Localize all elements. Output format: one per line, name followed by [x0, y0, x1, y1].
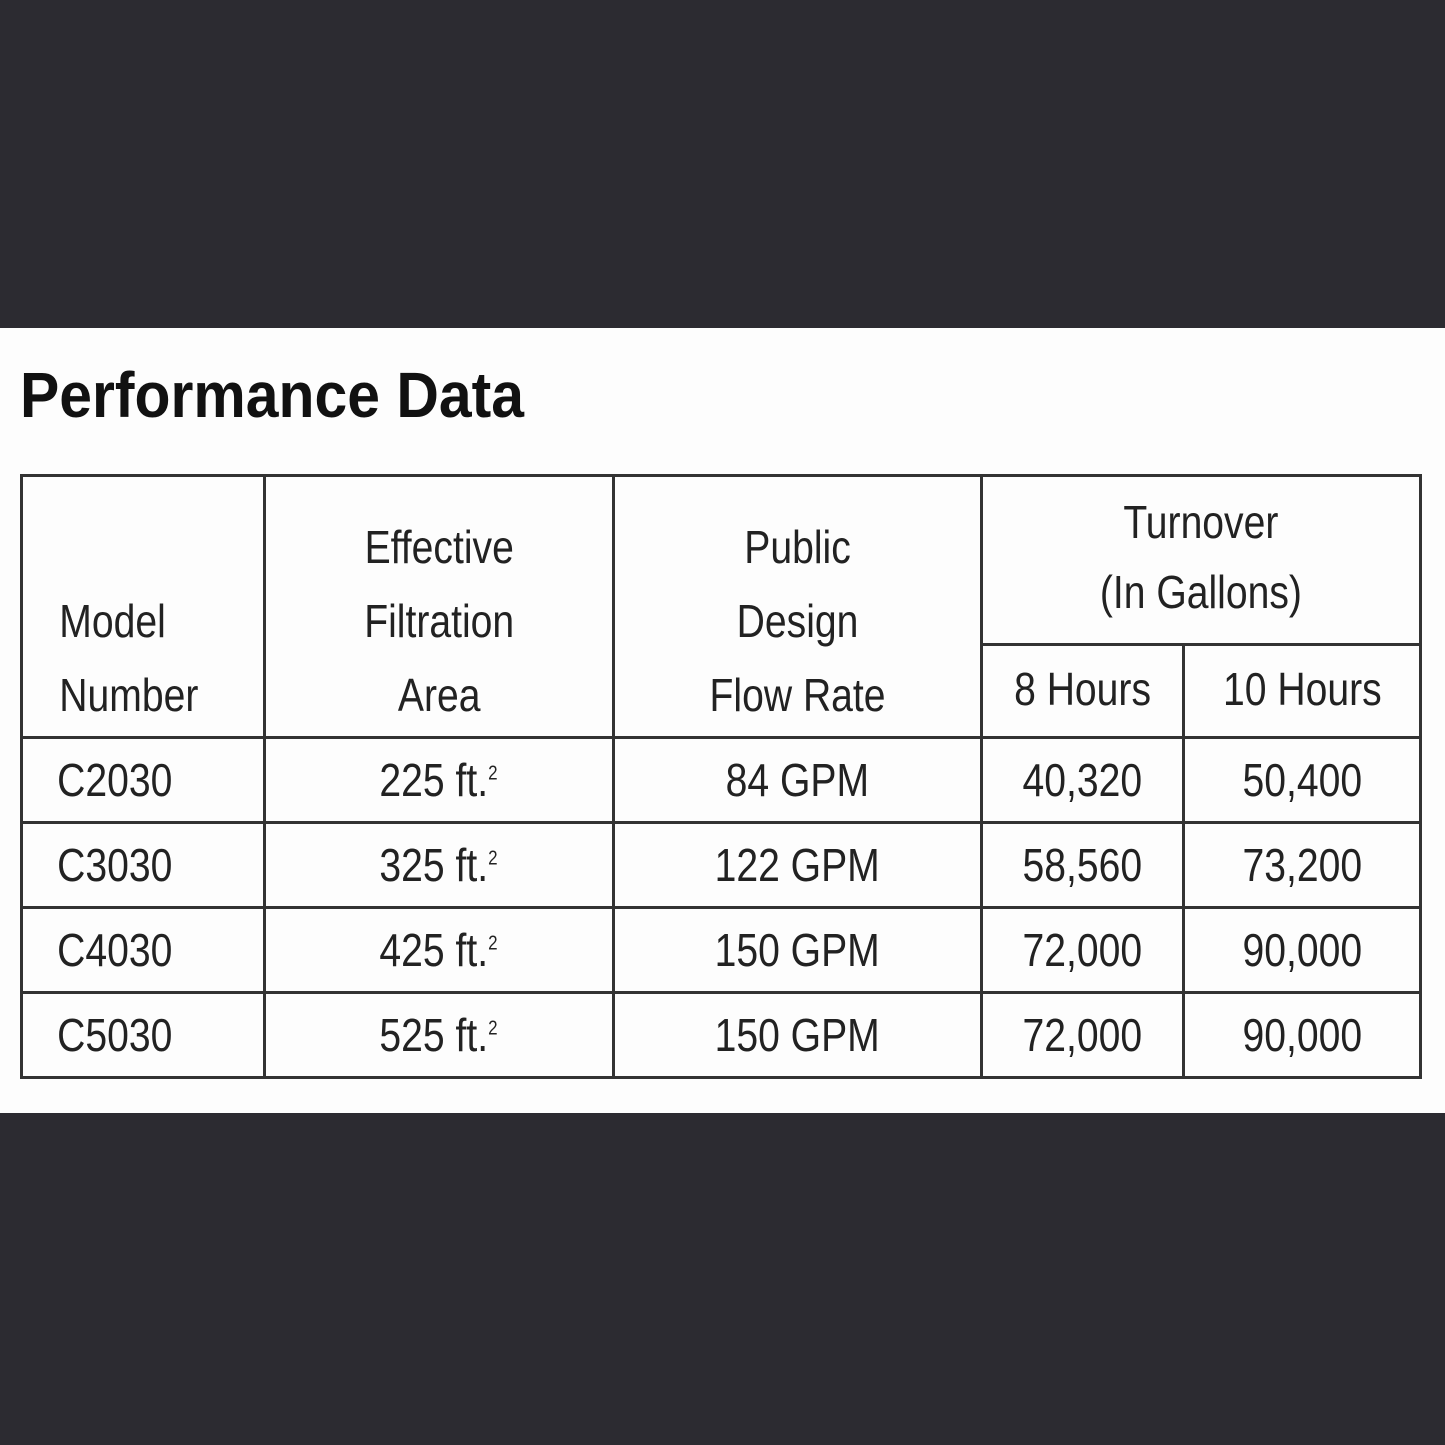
- cell-area: 325 ft.2: [262, 821, 615, 909]
- performance-table: Model Number Effective Filtration Area Publ…: [20, 474, 1423, 1079]
- header-10-hours: 10 Hours: [1182, 643, 1422, 739]
- header-row: Model Number Effective Filtration Area Publ…: [20, 474, 1423, 739]
- page-title: Performance Data: [20, 359, 524, 431]
- header-8-hours: 8 Hours: [979, 643, 1186, 739]
- cell-8-hours: 40,320: [979, 736, 1186, 824]
- header-model: Model Number: [20, 474, 266, 739]
- header-area: Effective Filtration Area: [262, 474, 615, 739]
- cell-area: 525 ft.2: [262, 991, 615, 1079]
- table-row: C4030 425 ft.2 150 GPM 72,000 90,000: [20, 906, 1422, 994]
- subheader-row: 8 Hours 10 Hours: [22, 643, 1422, 739]
- cell-10-hours: 90,000: [1182, 991, 1422, 1079]
- header-turnover: Turnover (In Gallons): [979, 474, 1423, 646]
- header-flow: Public Design Flow Rate: [611, 474, 983, 739]
- cell-10-hours: 50,400: [1182, 736, 1422, 824]
- cell-flow: 150 GPM: [611, 906, 983, 994]
- cell-8-hours: 58,560: [979, 821, 1186, 909]
- cell-model: C3030: [20, 821, 266, 909]
- cell-8-hours: 72,000: [979, 991, 1186, 1079]
- cell-flow: 122 GPM: [611, 821, 983, 909]
- cell-model: C2030: [20, 736, 266, 824]
- cell-model: C4030: [20, 906, 266, 994]
- cell-flow: 150 GPM: [611, 991, 983, 1079]
- cell-model: C5030: [20, 991, 266, 1079]
- document-panel: Performance Data Model Number Effective Fi…: [0, 328, 1445, 1113]
- cell-8-hours: 72,000: [979, 906, 1186, 994]
- cell-flow: 84 GPM: [611, 736, 983, 824]
- cell-area: 225 ft.2: [262, 736, 615, 824]
- cell-area: 425 ft.2: [262, 906, 615, 994]
- table-row: C5030 525 ft.2 150 GPM 72,000 90,000: [20, 991, 1422, 1079]
- cell-10-hours: 73,200: [1182, 821, 1422, 909]
- table-row: C3030 325 ft.2 122 GPM 58,560 73,200: [20, 821, 1422, 909]
- table-row: C2030 225 ft.2 84 GPM 40,320 50,400: [20, 736, 1422, 824]
- cell-10-hours: 90,000: [1182, 906, 1422, 994]
